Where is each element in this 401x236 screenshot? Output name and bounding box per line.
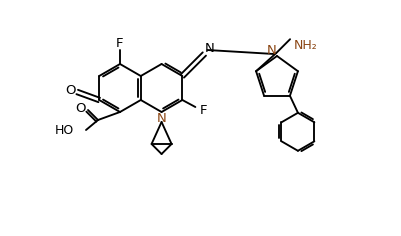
- Text: N: N: [156, 113, 166, 126]
- Text: O: O: [65, 84, 75, 97]
- Text: F: F: [116, 37, 124, 50]
- Text: N: N: [204, 42, 214, 55]
- Text: HO: HO: [55, 123, 74, 136]
- Text: NH₂: NH₂: [294, 39, 317, 52]
- Text: O: O: [75, 101, 86, 114]
- Text: F: F: [199, 105, 207, 118]
- Text: N: N: [266, 45, 276, 58]
